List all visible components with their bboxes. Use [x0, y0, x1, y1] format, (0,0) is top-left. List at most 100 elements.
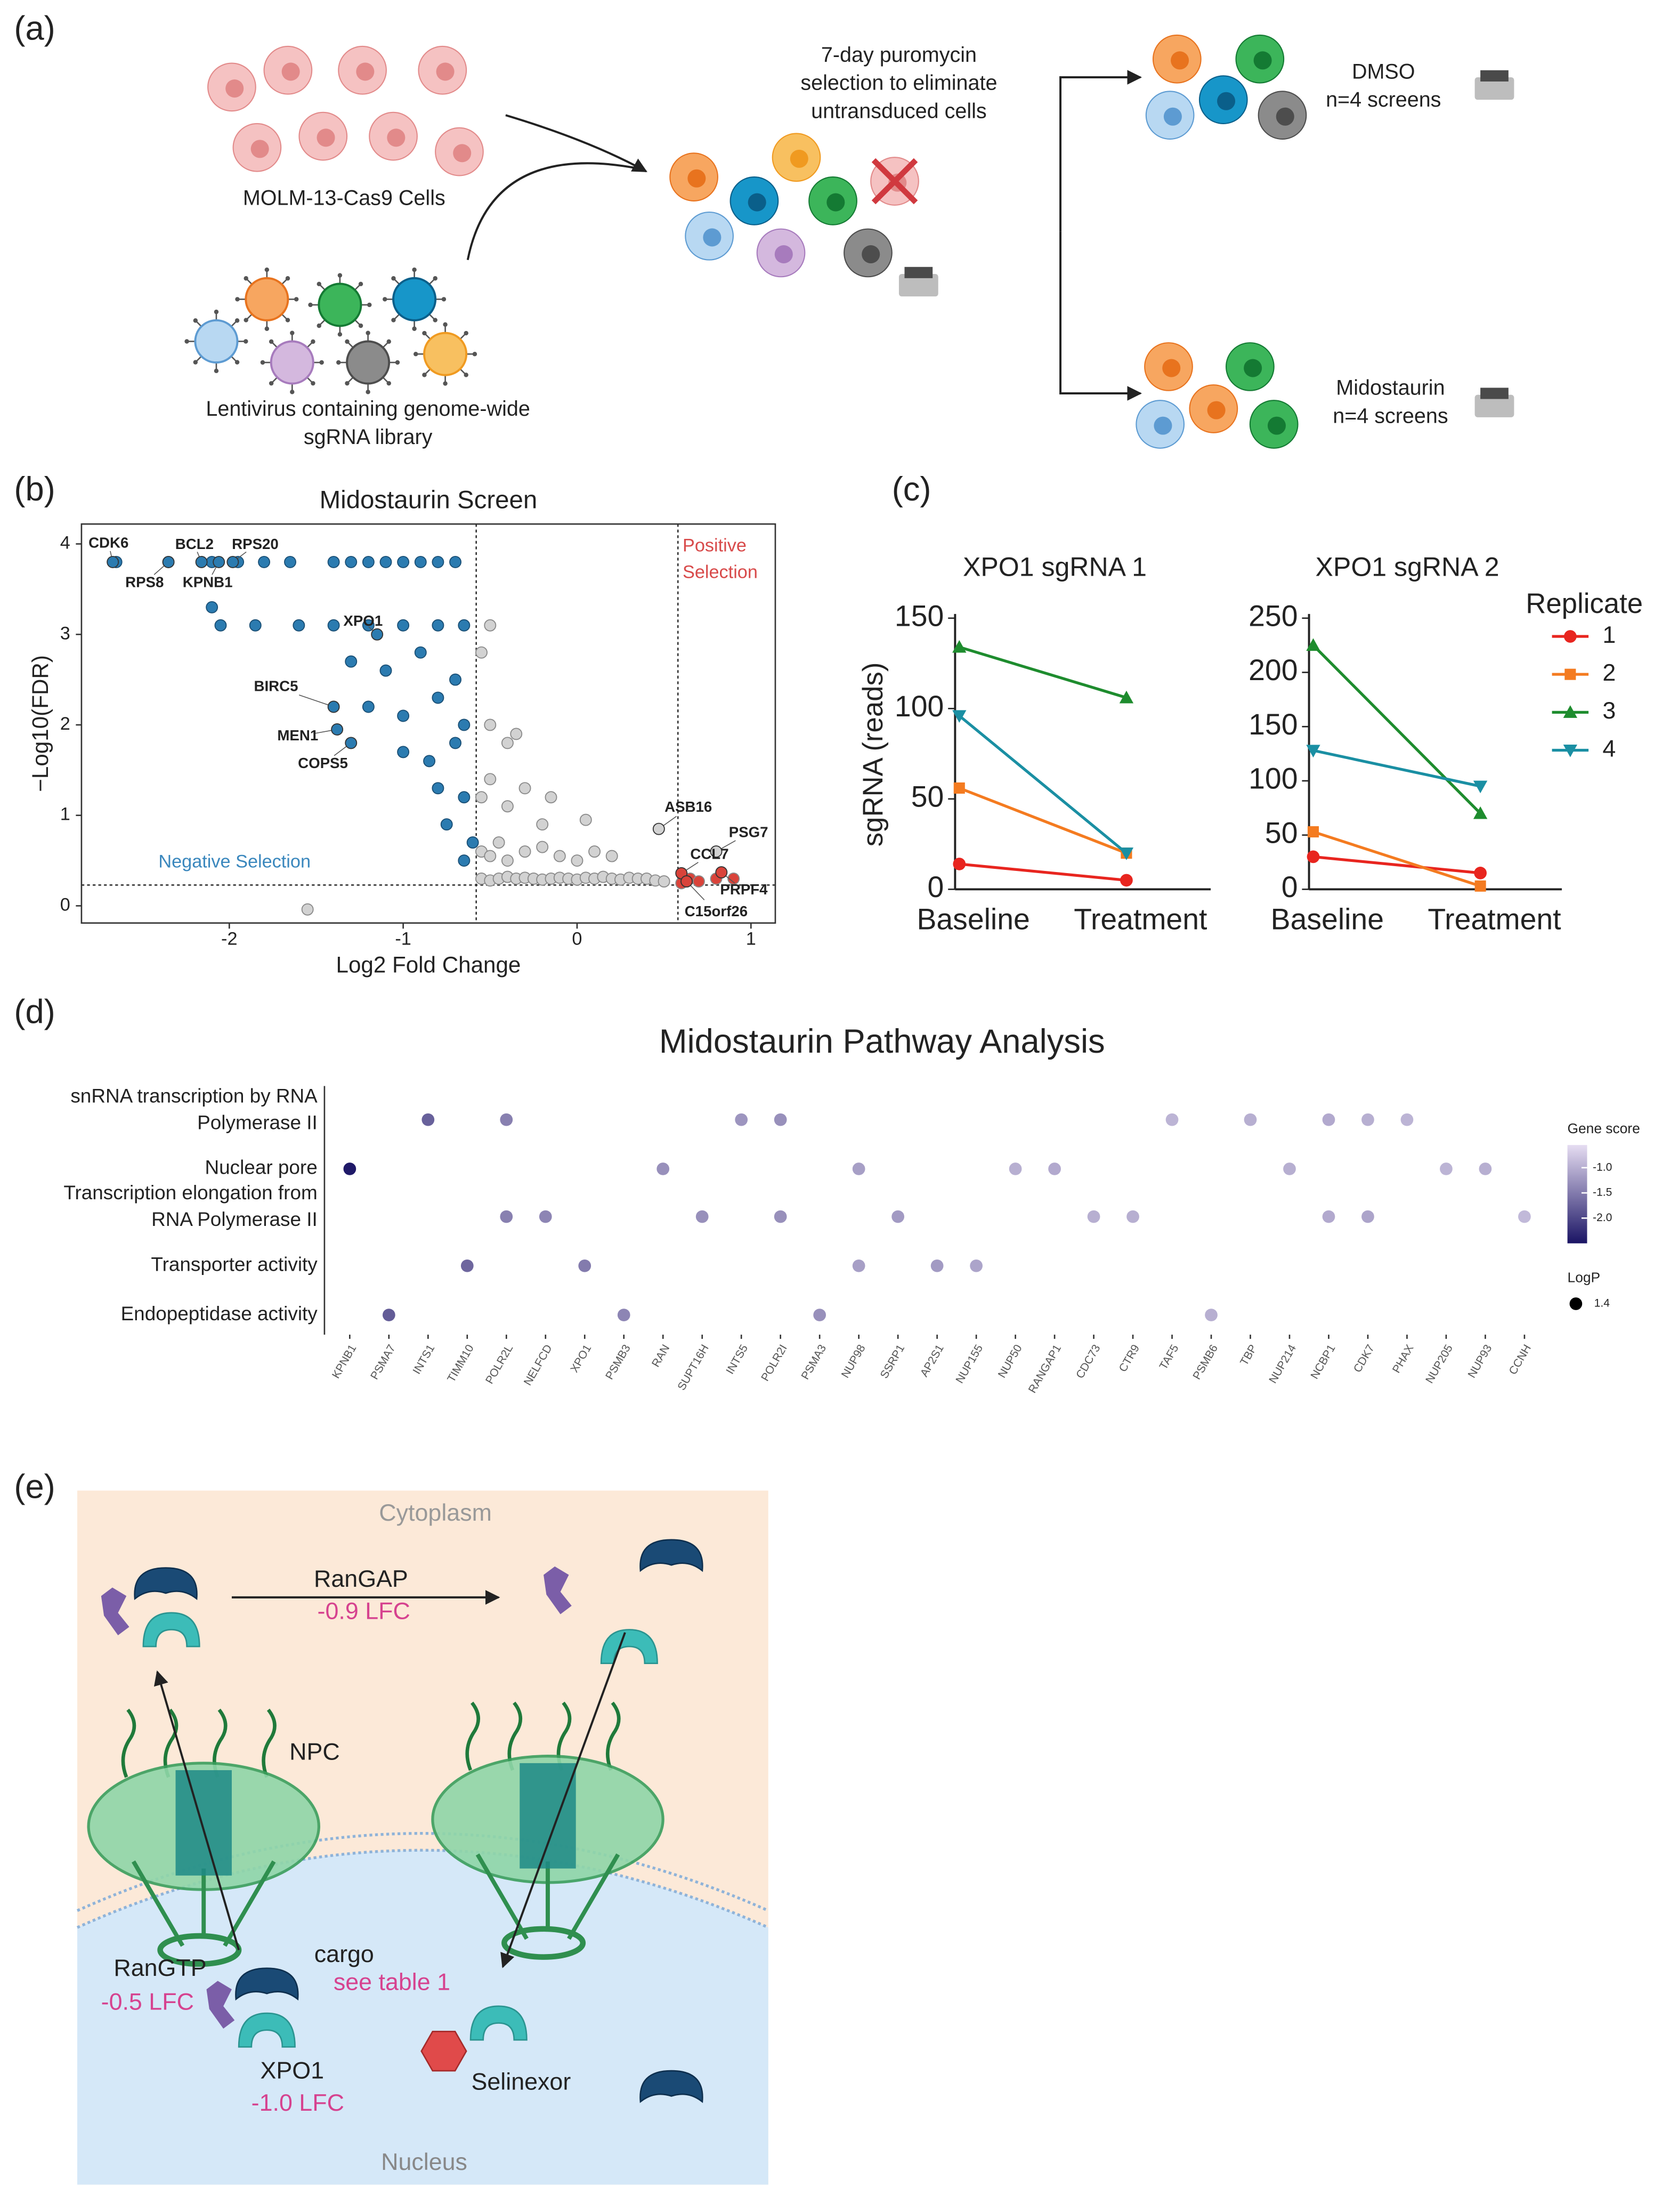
virus-spike-tip: [412, 267, 417, 272]
y-tick-label: 4: [60, 533, 70, 553]
colorbar-tick-label: -1.5: [1593, 1186, 1612, 1199]
size-key-label: 1.4: [1594, 1297, 1610, 1310]
size-key: [1569, 1297, 1583, 1310]
annotated-point: [371, 628, 384, 641]
sequencer-top: [904, 267, 933, 278]
x-tick-label: KPNB1: [330, 1343, 359, 1381]
virus-spike-tip: [290, 390, 295, 394]
point: [449, 673, 461, 686]
npc-channel: [175, 1770, 232, 1876]
point: [414, 555, 427, 568]
virus-spike-tip: [308, 302, 313, 308]
y-tick-label: 100: [895, 690, 944, 723]
label: -0.5 LFC: [101, 1988, 194, 2015]
x-tick-label: INTS5: [724, 1343, 750, 1376]
point: [458, 854, 471, 867]
dot: [460, 1259, 474, 1272]
dot: [1518, 1210, 1531, 1223]
point: [727, 873, 740, 885]
cell-nucleus: [774, 245, 793, 264]
annotation: Selection: [683, 562, 758, 582]
cell-nucleus: [748, 193, 766, 212]
point: [571, 854, 583, 867]
virus-spike-tip: [285, 276, 290, 281]
arrow: [466, 162, 639, 261]
dot: [1165, 1113, 1179, 1126]
virus-spike-tip: [366, 330, 370, 335]
point: [605, 850, 618, 862]
virus-spike-tip: [464, 373, 468, 377]
virus-spike-tip: [244, 339, 248, 344]
x-tick-label: CCNH: [1507, 1343, 1534, 1377]
sequencer: [1474, 77, 1514, 100]
virus-spike-tip: [358, 281, 363, 287]
label: RanGAP: [314, 1565, 408, 1592]
legend-title: LogP: [1568, 1269, 1601, 1285]
virus-spike-tip: [345, 339, 350, 344]
y-axis-label: sgRNA (reads): [857, 663, 889, 847]
y-tick-label: 2: [60, 714, 70, 734]
marker: [1563, 744, 1577, 757]
point: [501, 737, 514, 749]
annotation: PSG7: [729, 824, 768, 841]
dot: [774, 1113, 787, 1126]
dot: [891, 1210, 904, 1223]
virus-spike-tip: [260, 360, 265, 365]
point: [466, 836, 479, 849]
colorbar-tick-label: -1.0: [1593, 1161, 1612, 1173]
point: [492, 836, 505, 849]
x-tick-label: NUP205: [1423, 1343, 1455, 1385]
annotated-point: [213, 555, 225, 568]
dot: [774, 1210, 787, 1223]
y-tick-label: 200: [1249, 653, 1298, 687]
x-tick-label: TBP: [1238, 1343, 1259, 1368]
point: [536, 841, 549, 853]
virus-spike-tip: [317, 323, 321, 328]
line: [959, 862, 1127, 882]
arrow: [1059, 231, 1142, 401]
virus-spike-tip: [294, 297, 299, 302]
rangtp: [206, 1981, 235, 2029]
dot: [852, 1259, 865, 1272]
x-tick-label: XPO1: [568, 1343, 594, 1375]
y-tick-label: 0: [1282, 870, 1298, 903]
virus-spike-tip: [386, 339, 391, 344]
y-tick-label: 50: [911, 780, 944, 813]
chart-title: XPO1 sgRNA 1: [963, 552, 1147, 582]
panel-label: (d): [14, 994, 55, 1031]
virus: [245, 277, 289, 321]
virus-spike-tip: [443, 381, 448, 386]
cell-nucleus: [703, 228, 721, 247]
point: [484, 619, 497, 632]
cell-nucleus: [225, 79, 244, 98]
colorbar: [1567, 1145, 1587, 1244]
cell-nucleus: [453, 144, 472, 163]
point: [458, 719, 471, 731]
dot: [500, 1113, 513, 1126]
dot: [1361, 1113, 1374, 1126]
dot: [421, 1113, 435, 1126]
annotation: KPNB1: [183, 574, 233, 590]
point: [658, 875, 670, 888]
virus-spike-tip: [386, 381, 391, 386]
marker: [1306, 638, 1320, 651]
x-tick-label: -1: [395, 929, 411, 949]
arrow: [1059, 70, 1142, 232]
cell-nucleus: [1253, 51, 1272, 70]
cell-nucleus: [1207, 401, 1226, 419]
annotated-point: [680, 875, 693, 888]
chart-title: XPO1 sgRNA 2: [1316, 552, 1499, 582]
cross: [871, 158, 918, 205]
y-tick-label: 3: [60, 623, 70, 643]
virus-spike-tip: [234, 318, 240, 323]
npc-filament: [606, 1701, 621, 1771]
line: [958, 714, 1128, 854]
x-tick-label: PSMA3: [799, 1343, 829, 1382]
npc-channel: [520, 1763, 576, 1869]
dot: [695, 1210, 709, 1223]
point: [432, 782, 444, 795]
point: [440, 818, 453, 831]
dot: [1087, 1210, 1100, 1223]
virus-spike-tip: [464, 330, 468, 336]
